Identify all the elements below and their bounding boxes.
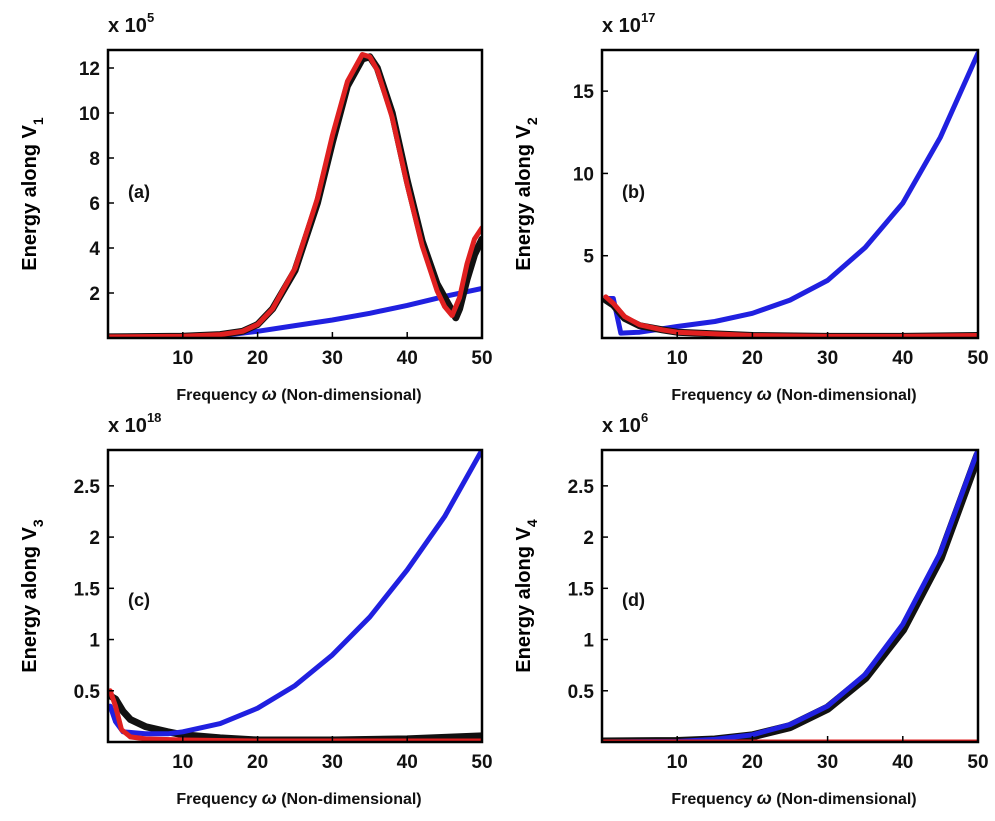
y-axis-label: Energy along V3 xyxy=(19,519,46,673)
x-axis-label-text: Frequency xyxy=(671,791,756,808)
series-line-1 xyxy=(108,286,482,338)
x-tick-label: 40 xyxy=(892,348,913,369)
y-multiplier: x 105 xyxy=(108,10,154,37)
x-axis-label-rest: (Non-dimensional) xyxy=(277,791,422,808)
y-tick-label: 1.5 xyxy=(568,579,595,600)
x-tick-label: 10 xyxy=(172,348,193,369)
plot-frame xyxy=(106,48,484,340)
y-multiplier-exponent: 6 xyxy=(641,410,648,425)
x-axis-label-rest: (Non-dimensional) xyxy=(772,791,917,808)
series-group xyxy=(108,450,482,742)
series-line-1 xyxy=(602,450,978,742)
y-tick-label: 2 xyxy=(89,284,100,305)
y-axis-label-subscript: 2 xyxy=(524,117,540,125)
x-axis-label-rest: (Non-dimensional) xyxy=(277,387,422,404)
x-axis-label: Frequency ω (Non-dimensional) xyxy=(176,788,421,808)
y-axis-label-text: Energy along V xyxy=(513,124,535,270)
y-axis-label-text: Energy along V xyxy=(19,526,41,672)
x-axis-label-text: Frequency xyxy=(176,387,261,404)
x-tick-label: 20 xyxy=(247,348,268,369)
y-tick-label: 12 xyxy=(79,59,100,80)
series-line-2 xyxy=(108,53,482,338)
x-tick-label: 30 xyxy=(322,752,343,773)
x-axis-label: Frequency ω (Non-dimensional) xyxy=(176,384,421,404)
y-axis-label: Energy along V4 xyxy=(513,519,540,673)
y-axis-label-subscript: 1 xyxy=(30,117,46,125)
y-tick-label: 8 xyxy=(89,149,100,170)
y-axis-label-text: Energy along V xyxy=(19,124,41,270)
y-axis-label-subscript: 3 xyxy=(30,519,46,527)
y-tick-label: 2 xyxy=(89,528,100,549)
x-tick-label: 50 xyxy=(967,348,988,369)
x-axis-label-symbol: ω xyxy=(757,384,772,404)
y-tick-label: 1 xyxy=(583,631,594,652)
y-tick-label: 5 xyxy=(583,247,594,268)
y-tick-label: 2.5 xyxy=(568,477,595,498)
y-tick-label: 2.5 xyxy=(74,477,101,498)
x-tick-label: 20 xyxy=(742,752,763,773)
x-tick-label: 30 xyxy=(322,348,343,369)
x-axis-label-symbol: ω xyxy=(262,384,277,404)
x-tick-label: 40 xyxy=(397,348,418,369)
series-group xyxy=(602,450,978,742)
x-tick-label: 40 xyxy=(892,752,913,773)
x-axis-label-symbol: ω xyxy=(757,788,772,808)
y-tick-label: 2 xyxy=(583,528,594,549)
x-axis-label: Frequency ω (Non-dimensional) xyxy=(671,384,916,404)
y-tick-label: 10 xyxy=(79,104,100,125)
panel-label: (a) xyxy=(128,182,150,202)
series-line-2 xyxy=(108,450,482,737)
y-axis-label-text: Energy along V xyxy=(513,526,535,672)
panel-a: 10 20 30 40 50 2 4 6 8 10 12 x 105 Energy along V1 Fr… xyxy=(19,10,493,404)
y-tick-label: 0.5 xyxy=(74,682,101,703)
y-axis-label: Energy along V2 xyxy=(513,117,540,271)
y-tick-label: 15 xyxy=(573,82,595,103)
series-group xyxy=(602,50,978,338)
y-axis-label: Energy along V1 xyxy=(19,117,46,271)
panel-label: (c) xyxy=(128,590,150,610)
x-tick-label: 30 xyxy=(817,752,838,773)
x-tick-label: 10 xyxy=(172,752,193,773)
y-tick-label: 0.5 xyxy=(568,682,595,703)
plot-frame xyxy=(106,448,484,744)
y-multiplier: x 1017 xyxy=(602,10,655,37)
x-tick-label: 20 xyxy=(247,752,268,773)
x-tick-label: 10 xyxy=(667,752,688,773)
series-group xyxy=(108,52,482,338)
x-axis-label-symbol: ω xyxy=(262,788,277,808)
panel-c: 10 20 30 40 50 0.5 1 1.5 2 2.5 x 1018 Energy along … xyxy=(19,410,493,808)
y-tick-label: 4 xyxy=(89,239,100,260)
x-tick-label: 30 xyxy=(817,348,838,369)
x-tick-label: 20 xyxy=(742,348,763,369)
y-multiplier: x 1018 xyxy=(108,410,161,437)
y-tick-label: 10 xyxy=(573,164,594,185)
panel-label: (d) xyxy=(622,590,645,610)
plot-frame xyxy=(600,48,980,340)
plot-frame xyxy=(600,448,980,744)
panel-label: (b) xyxy=(622,182,645,202)
x-axis-label-text: Frequency xyxy=(671,387,756,404)
x-tick-label: 50 xyxy=(471,348,492,369)
series-line-1 xyxy=(603,50,978,336)
y-tick-label: 1 xyxy=(89,631,100,652)
y-multiplier: x 106 xyxy=(602,410,648,437)
x-tick-label: 50 xyxy=(471,752,492,773)
series-line-3 xyxy=(108,52,482,338)
y-axis-label-subscript: 4 xyxy=(524,519,540,527)
x-tick-label: 10 xyxy=(667,348,688,369)
y-multiplier-exponent: 5 xyxy=(147,10,154,25)
series-line-3 xyxy=(603,294,978,338)
x-axis-label: Frequency ω (Non-dimensional) xyxy=(671,788,916,808)
x-axis-label-rest: (Non-dimensional) xyxy=(772,387,917,404)
x-axis-label-text: Frequency xyxy=(176,791,261,808)
y-tick-label: 1.5 xyxy=(74,579,101,600)
y-tick-label: 6 xyxy=(89,194,100,215)
panel-b: 10 20 30 40 50 5 10 15 x 1017 Energy along V2 Freq… xyxy=(513,10,989,404)
x-tick-label: 40 xyxy=(397,752,418,773)
x-tick-label: 50 xyxy=(967,752,988,773)
y-multiplier-exponent: 18 xyxy=(147,410,161,425)
panel-d: 10 20 30 40 50 0.5 1 1.5 2 2.5 x 106 Energy along V… xyxy=(513,410,989,808)
y-multiplier-exponent: 17 xyxy=(641,10,655,25)
